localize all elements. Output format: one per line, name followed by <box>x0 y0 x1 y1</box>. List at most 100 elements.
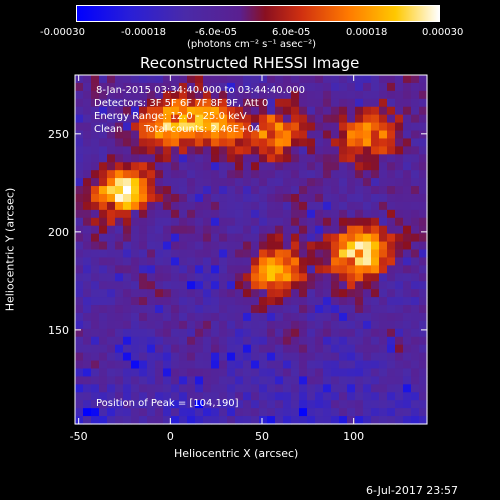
heatmap-cell <box>195 170 204 179</box>
heatmap-cell <box>243 416 252 425</box>
heatmap-cell <box>347 201 356 211</box>
heatmap-cell <box>227 265 236 274</box>
heatmap-cell <box>219 344 228 354</box>
heatmap-cell <box>267 312 276 322</box>
heatmap-cell <box>131 376 140 385</box>
heatmap-cell <box>323 106 332 116</box>
heatmap-cell <box>363 265 372 274</box>
heatmap-cell <box>83 154 92 163</box>
heatmap-cell <box>99 352 108 362</box>
heatmap-cell <box>203 98 212 108</box>
heatmap-cell <box>363 130 372 140</box>
heatmap-cell <box>155 368 164 378</box>
heatmap-cell <box>243 170 252 179</box>
heatmap-cell <box>363 154 372 163</box>
heatmap-cell <box>371 408 380 417</box>
heatmap-cell <box>259 416 268 425</box>
heatmap-cell <box>131 384 140 393</box>
heatmap-cell <box>147 201 156 211</box>
heatmap-cell <box>139 201 148 211</box>
heatmap-cell <box>203 170 212 179</box>
heatmap-cell <box>131 233 140 243</box>
heatmap-cell <box>283 106 292 116</box>
heatmap-cell <box>275 146 284 155</box>
heatmap-cell <box>147 217 156 227</box>
heatmap-cell <box>379 328 388 338</box>
heatmap-cell <box>131 114 140 124</box>
heatmap-cell <box>275 106 284 116</box>
heatmap-cell <box>227 186 236 195</box>
heatmap-cell <box>355 416 364 425</box>
heatmap-cell <box>75 90 84 100</box>
heatmap-cell <box>179 400 188 409</box>
heatmap-cell <box>123 376 132 385</box>
heatmap-cell <box>323 320 332 330</box>
heatmap-cell <box>83 170 92 179</box>
heatmap-cell <box>83 360 92 370</box>
heatmap-cell <box>379 138 388 147</box>
heatmap-cell <box>131 392 140 401</box>
heatmap-cell <box>75 217 84 227</box>
heatmap-cell <box>75 130 84 140</box>
heatmap-cell <box>171 241 180 251</box>
heatmap-cell <box>419 201 428 211</box>
heatmap-cell <box>83 122 92 132</box>
heatmap-cell <box>99 312 108 322</box>
heatmap-cell <box>115 193 124 203</box>
heatmap-cell <box>91 281 100 290</box>
heatmap-cell <box>251 360 260 370</box>
heatmap-cell <box>203 114 212 124</box>
heatmap-cell <box>387 209 396 219</box>
heatmap-cell <box>155 392 164 401</box>
heatmap-cell <box>115 178 124 187</box>
heatmap-cell <box>195 106 204 116</box>
heatmap-cell <box>403 241 412 251</box>
heatmap-cell <box>411 162 420 171</box>
heatmap-cell <box>339 392 348 401</box>
heatmap-cell <box>147 352 156 362</box>
heatmap-cell <box>347 360 356 370</box>
heatmap-cell <box>387 384 396 393</box>
heatmap-cell <box>75 241 84 251</box>
heatmap-cell <box>331 257 340 266</box>
heatmap-cell <box>99 217 108 227</box>
energy-range-label: Energy Range: 12.0 - 25.0 keV <box>94 111 247 122</box>
heatmap-cell <box>83 312 92 322</box>
heatmap-cell <box>347 209 356 219</box>
heatmap-cell <box>147 273 156 282</box>
heatmap-cell <box>203 249 212 259</box>
heatmap-cell <box>75 328 84 338</box>
heatmap-cell <box>91 289 100 298</box>
heatmap-cell <box>179 170 188 179</box>
heatmap-cell <box>419 122 428 132</box>
heatmap-cell <box>307 368 316 378</box>
heatmap-cell <box>411 138 420 147</box>
heatmap-cell <box>395 193 404 203</box>
heatmap-cell <box>163 336 172 346</box>
heatmap-cell <box>307 106 316 116</box>
heatmap-cell <box>195 360 204 370</box>
heatmap-cell <box>235 297 244 306</box>
heatmap-cell <box>91 320 100 330</box>
heatmap-cell <box>219 312 228 322</box>
heatmap-cell <box>107 273 116 282</box>
heatmap-cell <box>123 312 132 322</box>
heatmap-cell <box>171 106 180 116</box>
heatmap-cell <box>363 122 372 132</box>
heatmap-cell <box>331 384 340 393</box>
heatmap-cell <box>243 408 252 417</box>
heatmap-cell <box>267 233 276 243</box>
heatmap-cell <box>259 130 268 140</box>
heatmap-cell <box>283 154 292 163</box>
heatmap-cell <box>163 241 172 251</box>
heatmap-cell <box>355 106 364 116</box>
heatmap-cell <box>371 289 380 298</box>
heatmap-cell <box>123 336 132 346</box>
heatmap-cell <box>379 281 388 290</box>
heatmap-cell <box>259 384 268 393</box>
heatmap-cell <box>411 241 420 251</box>
heatmap-cell <box>371 384 380 393</box>
heatmap-cell <box>363 186 372 195</box>
heatmap-cell <box>347 400 356 409</box>
heatmap-cell <box>195 122 204 132</box>
